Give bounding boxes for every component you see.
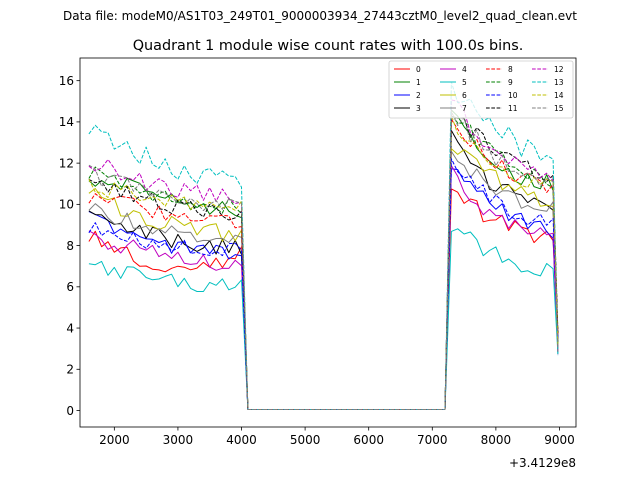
y-tick-label: 16 [59, 74, 74, 88]
y-axis: 0 2 4 6 8 10 12 14 16 [59, 74, 80, 418]
x-tick-label: 3000 [163, 433, 194, 447]
y-tick-label: 4 [66, 321, 74, 335]
legend-label-5: 5 [462, 78, 467, 87]
legend-label-14: 14 [554, 91, 564, 100]
y-tick-label: 12 [59, 156, 74, 170]
legend-label-13: 13 [554, 78, 564, 87]
legend-label-3: 3 [416, 104, 421, 113]
legend-label-7: 7 [462, 104, 467, 113]
x-tick-label: 8000 [481, 433, 512, 447]
x-tick-label: 4000 [226, 433, 257, 447]
chart-title: Quadrant 1 module wise count rates with … [133, 38, 524, 54]
legend-label-6: 6 [462, 91, 467, 100]
y-tick-label: 10 [59, 198, 74, 212]
series-line-3 [88, 130, 559, 410]
y-tick-label: 6 [66, 280, 74, 294]
x-tick-label: 9000 [544, 433, 575, 447]
series-line-2 [88, 168, 559, 410]
legend-label-10: 10 [508, 91, 518, 100]
x-axis: 2000 3000 4000 5000 6000 7000 8000 9000 [99, 427, 575, 447]
series-line-5 [88, 228, 559, 410]
series-line-10 [88, 158, 559, 410]
series-line-4 [88, 165, 559, 410]
x-offset-label: +3.4129e8 [509, 456, 576, 470]
legend-label-1: 1 [416, 78, 421, 87]
series-line-14 [88, 115, 559, 410]
series-line-11 [88, 115, 559, 410]
legend-label-8: 8 [508, 65, 513, 74]
legend-label-4: 4 [462, 65, 467, 74]
legend-label-11: 11 [508, 104, 518, 113]
series-line-1 [88, 109, 559, 410]
y-tick-label: 2 [66, 363, 74, 377]
y-tick-label: 14 [59, 115, 74, 129]
legend-label-2: 2 [416, 91, 421, 100]
axes-frame [79, 57, 577, 428]
x-tick-label: 2000 [99, 433, 130, 447]
x-tick-label: 6000 [353, 433, 384, 447]
series-line-15 [88, 110, 559, 410]
legend-label-0: 0 [416, 65, 421, 74]
series-line-13 [88, 81, 559, 410]
legend-frame [388, 60, 574, 119]
series-line-6 [88, 148, 559, 410]
y-tick-label: 0 [66, 404, 74, 418]
y-tick-label: 8 [66, 239, 74, 253]
legend-label-12: 12 [554, 65, 564, 74]
x-tick-label: 7000 [417, 433, 448, 447]
series-line-7 [88, 150, 559, 410]
plot-area [88, 81, 559, 410]
legend-label-15: 15 [554, 104, 564, 113]
series-line-0 [88, 188, 559, 410]
data-file-suptitle: Data file: modeM0/AS1T03_249T01_90000039… [63, 9, 577, 23]
series-line-8 [88, 118, 559, 410]
legend-label-9: 9 [508, 78, 513, 87]
x-tick-label: 5000 [290, 433, 321, 447]
